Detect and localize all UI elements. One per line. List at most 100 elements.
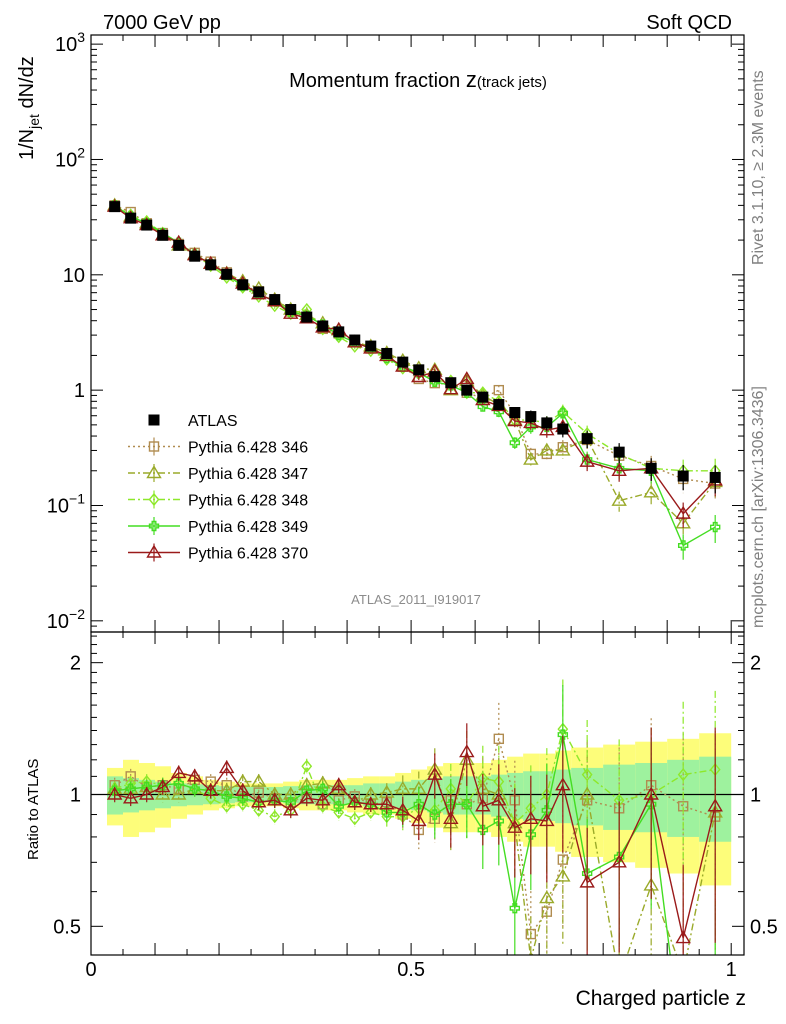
data-point [611, 462, 627, 476]
main-y-axis-label: 1/Njet dN/dz [16, 56, 42, 160]
data-point [189, 250, 201, 262]
data-point [709, 471, 721, 483]
legend-label: Pythia 6.428 347 [188, 466, 308, 483]
ratio-point [557, 729, 569, 740]
ratio-point [477, 824, 488, 836]
ratio-point [333, 805, 345, 820]
ratio-line [114, 749, 716, 939]
data-point [205, 259, 217, 271]
ratio-point [106, 786, 123, 800]
data-point [141, 219, 153, 231]
ratio-point [122, 790, 139, 804]
data-point [445, 377, 457, 389]
main-frame [90, 34, 745, 633]
ratio-point [154, 779, 171, 793]
y-tick-label: 103 [55, 29, 85, 56]
ratio-point [541, 805, 553, 816]
legend-entry: Pythia 6.428 370 [128, 543, 308, 563]
y-tick-label: 10−2 [47, 606, 85, 633]
ratio-point [555, 868, 571, 882]
data-point [125, 212, 137, 224]
ratio-point [347, 794, 363, 808]
legend-entry: Pythia 6.428 347 [128, 464, 308, 483]
legend-marker [148, 441, 160, 452]
data-point [579, 453, 595, 467]
ratio-point [413, 799, 424, 810]
data-point [381, 347, 393, 359]
data-point [523, 451, 539, 465]
data-point [555, 442, 571, 456]
ratio-line [114, 736, 716, 936]
series-line [114, 206, 716, 515]
ratio-point [525, 829, 537, 840]
ratio-point [269, 810, 281, 824]
data-point [581, 433, 593, 445]
ratio-point [234, 782, 251, 796]
data-point [541, 417, 553, 429]
header-right: Soft QCD [646, 12, 732, 34]
ratio-point [459, 744, 475, 758]
ratio-line [114, 727, 716, 825]
main-title: Momentum fraction z(track jets) [289, 67, 547, 92]
x-tick-label: 0 [85, 959, 96, 981]
ratio-point [189, 783, 200, 795]
data-point [397, 356, 409, 368]
data-point [611, 492, 627, 506]
data-point [365, 340, 377, 352]
data-point [709, 521, 721, 533]
series-line [114, 204, 716, 525]
data-point [509, 437, 521, 448]
y-tick-label: 10−1 [47, 490, 85, 517]
data-point [253, 286, 265, 298]
ratio-point [491, 792, 507, 806]
data-point [459, 371, 475, 385]
data-point [493, 384, 505, 396]
legend-label: Pythia 6.428 346 [188, 440, 308, 457]
data-point [237, 279, 249, 291]
legend-marker [146, 544, 162, 558]
y-tick-label: 102 [55, 144, 85, 171]
data-point [109, 201, 121, 213]
ratio-point [381, 807, 392, 818]
data-point [507, 413, 523, 427]
ratio-point [186, 768, 203, 782]
ratio-point [429, 809, 440, 820]
ratio-point [443, 810, 459, 825]
data-point [221, 268, 233, 280]
ratio-point [138, 786, 155, 800]
legend-label: Pythia 6.428 348 [188, 493, 308, 510]
data-point [675, 505, 691, 519]
data-point [509, 407, 521, 419]
ratio-point [170, 765, 187, 779]
ratio-point [613, 972, 626, 983]
ratio-point [251, 773, 267, 787]
legend-label: Pythia 6.428 370 [188, 546, 308, 563]
legend-entry: Pythia 6.428 349 [128, 517, 308, 536]
data-point [645, 462, 657, 474]
ratio-frame [90, 631, 745, 956]
ratio-point [509, 902, 521, 914]
ratio-point [525, 928, 537, 940]
ratio-line [114, 734, 671, 955]
data-point [677, 470, 689, 482]
ratio-y-tick-label-right: 1 [750, 784, 761, 806]
ratio-axis-ticks: 0.5 0.51 12 20 0.5 1 [53, 632, 778, 981]
ratio-point [507, 819, 523, 833]
main-series-group [106, 197, 723, 560]
ratio-point [579, 874, 595, 888]
data-point [349, 334, 361, 346]
ratio-panel: 0.5 0.51 12 20 0.5 1 Ratio to ATLAS Charged p… [25, 631, 778, 1010]
ratio-point [170, 786, 187, 800]
ratio-point [707, 798, 723, 812]
data-point [173, 239, 185, 251]
ratio-point [154, 786, 171, 800]
ratio-point [333, 801, 344, 812]
legend-label: Pythia 6.428 349 [188, 519, 308, 536]
ratio-point [539, 890, 555, 904]
ratio-series-group [106, 679, 723, 983]
ratio-point [555, 777, 571, 791]
y-tick-label: 1 [74, 380, 85, 402]
ratio-point [475, 798, 491, 812]
data-point [677, 540, 689, 551]
